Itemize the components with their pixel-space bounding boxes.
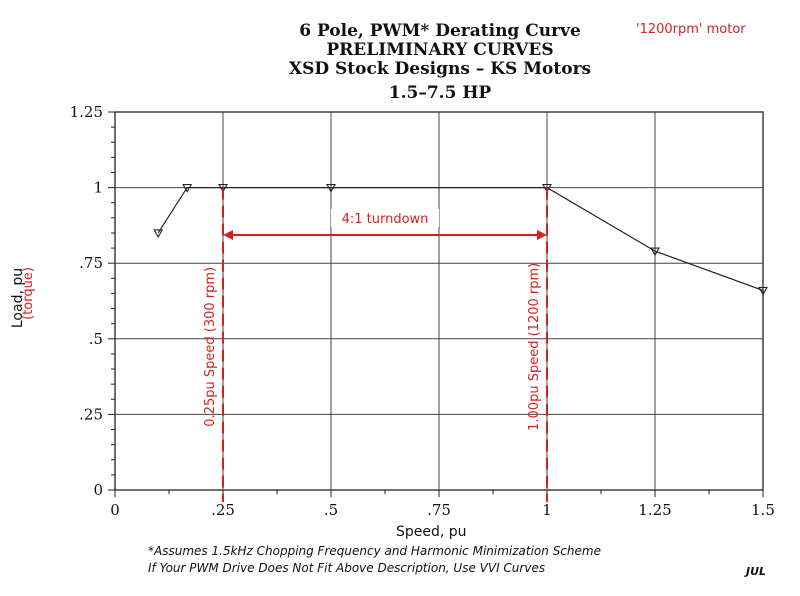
y-tick-label: 1.25: [70, 103, 103, 121]
chart-subtitle-3: 1.5–7.5 HP: [388, 83, 492, 103]
turndown-arrowhead-left: [223, 229, 233, 240]
x-tick-label: 1: [542, 501, 552, 519]
y-tick-label: 1: [93, 179, 103, 197]
x-axis-label: Speed, pu: [396, 524, 467, 540]
speed-marker-label: 1.00pu Speed (1200 rpm): [527, 263, 542, 431]
x-tick-label: 1.5: [751, 501, 775, 519]
data-point: [218, 184, 228, 193]
motor-note: '1200rpm' motor: [636, 22, 746, 37]
x-tick-label: 0: [110, 501, 120, 519]
turndown-label: 4:1 turndown: [342, 212, 429, 227]
y-tick-label: .5: [89, 330, 103, 348]
x-tick-label: .25: [211, 501, 235, 519]
data-point: [153, 229, 164, 239]
chart-subtitle-2: XSD Stock Designs – KS Motors: [288, 59, 592, 79]
turndown-arrowhead-right: [537, 229, 547, 240]
data-point: [326, 184, 336, 193]
data-point: [182, 184, 193, 193]
x-tick-label: .5: [324, 501, 338, 519]
speed-marker-label: 0.25pu Speed (300 rpm): [203, 267, 218, 427]
x-tick-label: .75: [427, 501, 451, 519]
footnote-2: If Your PWM Drive Does Not Fit Above Des…: [148, 561, 546, 575]
chart-subtitle-1: PRELIMINARY CURVES: [326, 40, 554, 60]
y-tick-label: .75: [79, 254, 103, 272]
x-tick-label: 1.25: [638, 501, 671, 519]
data-point: [650, 247, 660, 257]
series-line: [157, 187, 764, 291]
data-point: [758, 286, 768, 296]
y-tick-label: .25: [79, 405, 103, 423]
y-tick-label: 0: [93, 481, 103, 499]
chart-title: 6 Pole, PWM* Derating Curve: [299, 21, 581, 41]
footnote-1: *Assumes 1.5kHz Chopping Frequency and H…: [148, 544, 601, 558]
data-point: [542, 184, 552, 193]
y-axis-note: (torque): [20, 267, 36, 320]
turndown-label-bg: [331, 208, 439, 227]
stamp-label: JUL: [746, 565, 767, 578]
